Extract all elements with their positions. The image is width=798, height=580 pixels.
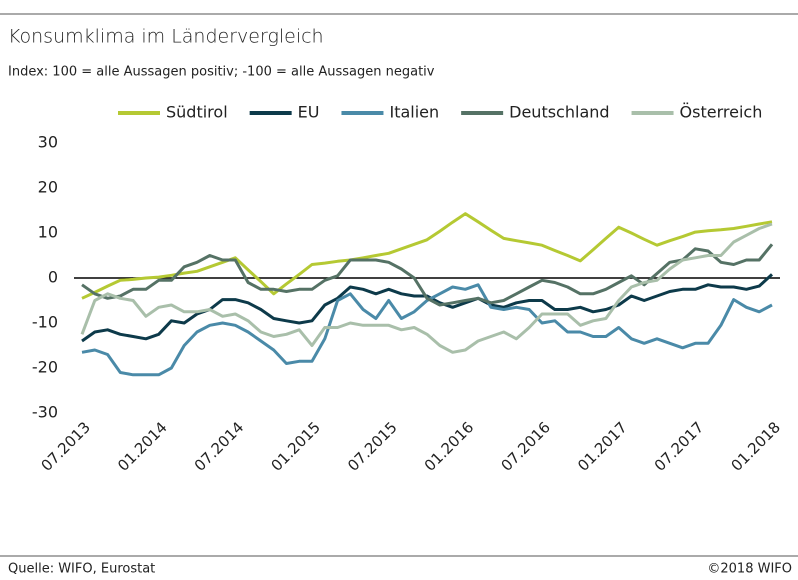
y-tick-label: -10	[32, 313, 58, 332]
legend-label: Südtirol	[166, 103, 228, 122]
chart-subtitle: Index: 100 = alle Aussagen positiv; -100…	[8, 65, 435, 80]
x-tick-label: 07.2015	[344, 418, 401, 475]
x-tick-label: 01.2014	[114, 418, 171, 475]
y-tick-label: 20	[38, 178, 58, 197]
y-tick-label: 30	[38, 133, 58, 152]
x-tick-label: 01.2016	[421, 418, 478, 475]
x-tick-label: 07.2014	[191, 418, 248, 475]
y-tick-label: 0	[48, 268, 58, 287]
x-tick-label: 01.2015	[267, 418, 324, 475]
source: Quelle: WIFO, Eurostat	[8, 562, 155, 577]
x-tick-label: 07.2017	[651, 418, 708, 475]
legend-label: EU	[298, 103, 320, 122]
copyright: ©2018 WIFO	[707, 562, 792, 577]
series-line	[81, 283, 773, 377]
y-tick-label: -30	[32, 403, 58, 422]
y-tick-label: 10	[38, 223, 58, 242]
chart-title: Konsumklima im Ländervergleich	[8, 26, 324, 48]
x-tick-label: 01.2018	[727, 418, 784, 475]
series-line	[81, 273, 774, 343]
legend-label: Italien	[389, 103, 439, 122]
y-tick-label: -20	[32, 358, 58, 377]
series-line	[81, 212, 773, 300]
legend-label: Österreich	[680, 103, 763, 122]
series-line	[81, 243, 774, 307]
legend-label: Deutschland	[509, 103, 609, 122]
x-tick-label: 01.2017	[574, 418, 631, 475]
series-line	[80, 222, 773, 354]
x-tick-label: 07.2016	[497, 418, 554, 475]
x-tick-label: 07.2013	[37, 418, 94, 475]
